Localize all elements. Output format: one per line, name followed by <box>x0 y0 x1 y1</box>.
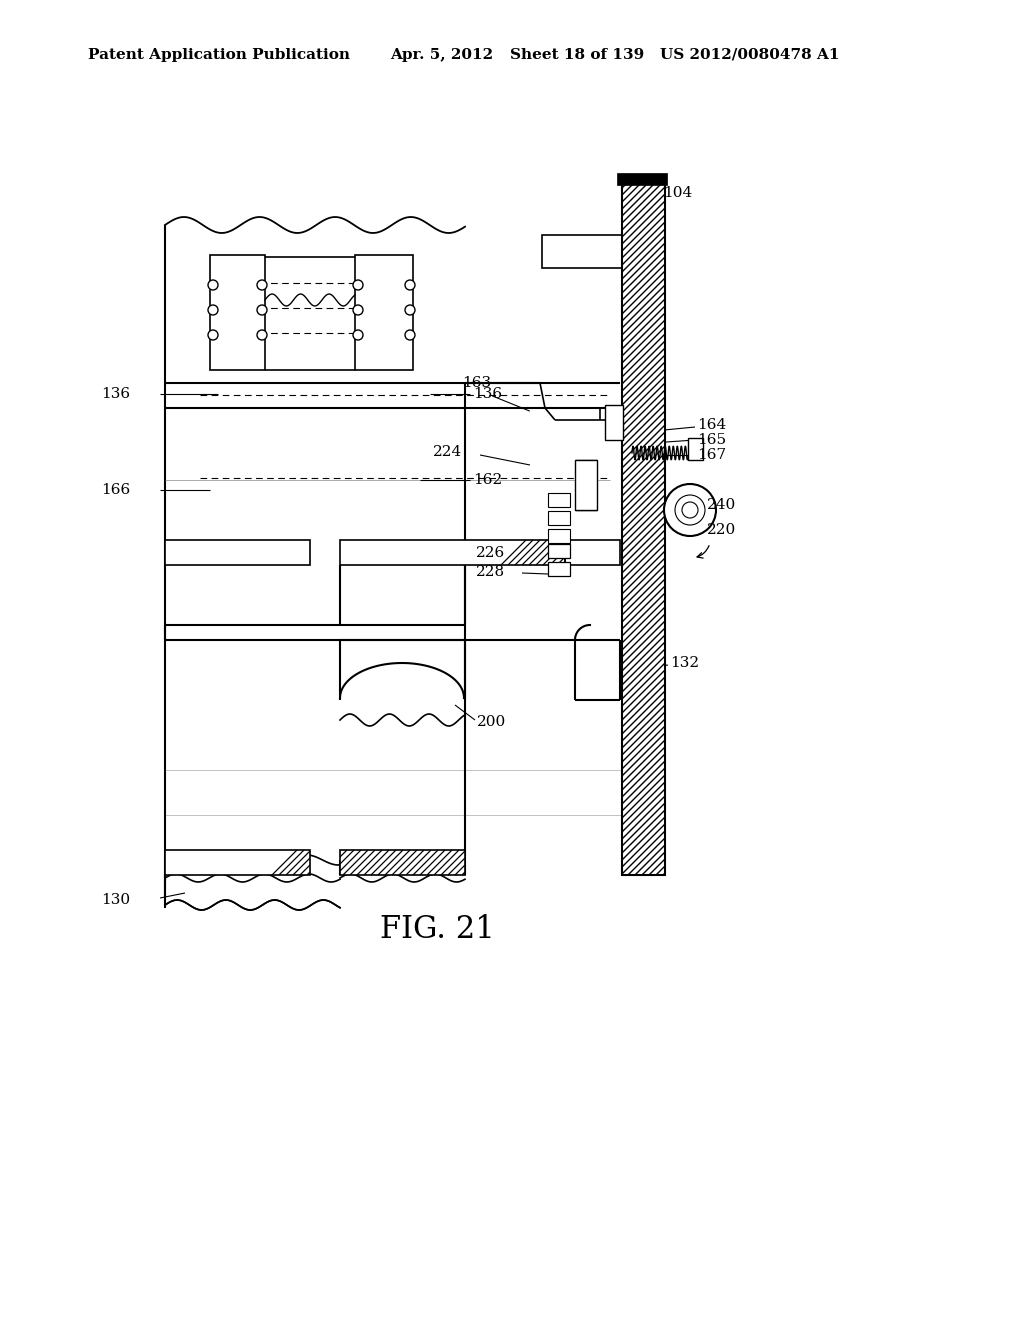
Circle shape <box>406 305 415 315</box>
Text: 226: 226 <box>476 546 505 560</box>
Bar <box>548 544 570 558</box>
Bar <box>688 438 703 459</box>
Circle shape <box>406 280 415 290</box>
Bar <box>210 255 265 370</box>
Text: Apr. 5, 2012: Apr. 5, 2012 <box>390 48 494 62</box>
Bar <box>542 235 622 268</box>
Circle shape <box>208 305 218 315</box>
Text: 167: 167 <box>697 447 726 462</box>
Bar <box>565 540 620 565</box>
Circle shape <box>353 280 362 290</box>
Bar <box>548 492 570 507</box>
Circle shape <box>353 305 362 315</box>
Circle shape <box>208 330 218 341</box>
Text: 164: 164 <box>697 418 726 432</box>
Bar <box>340 850 465 875</box>
Circle shape <box>257 305 267 315</box>
Text: US 2012/0080478 A1: US 2012/0080478 A1 <box>660 48 840 62</box>
Text: Patent Application Publication: Patent Application Publication <box>88 48 350 62</box>
Text: Sheet 18 of 139: Sheet 18 of 139 <box>510 48 644 62</box>
Bar <box>542 235 622 268</box>
Text: 228: 228 <box>476 565 505 579</box>
Text: 132: 132 <box>670 656 699 671</box>
Circle shape <box>406 330 415 341</box>
Text: 200: 200 <box>477 715 506 729</box>
Bar <box>617 173 667 185</box>
Text: 130: 130 <box>101 894 130 907</box>
Bar <box>605 405 623 440</box>
Bar <box>340 540 565 565</box>
Bar <box>165 850 310 875</box>
Text: 224: 224 <box>433 445 462 459</box>
Ellipse shape <box>664 484 716 536</box>
Text: FIG. 21: FIG. 21 <box>380 915 495 945</box>
Bar <box>622 176 665 875</box>
Text: 104: 104 <box>663 186 692 201</box>
Bar <box>622 176 665 875</box>
Bar <box>548 529 570 543</box>
Text: 220: 220 <box>707 523 736 537</box>
Circle shape <box>257 280 267 290</box>
Text: 136: 136 <box>101 387 130 401</box>
Bar <box>340 540 565 565</box>
Text: 136: 136 <box>473 387 502 401</box>
Bar <box>548 562 570 576</box>
Text: 163: 163 <box>462 376 492 389</box>
Bar <box>165 540 310 565</box>
Bar <box>340 850 465 875</box>
Circle shape <box>257 330 267 341</box>
Text: 166: 166 <box>100 483 130 498</box>
Text: 162: 162 <box>473 473 502 487</box>
Text: 165: 165 <box>697 433 726 447</box>
Bar <box>575 459 597 510</box>
Circle shape <box>353 330 362 341</box>
Bar <box>355 255 413 370</box>
Circle shape <box>208 280 218 290</box>
Bar <box>165 540 310 565</box>
Text: 240: 240 <box>707 498 736 512</box>
Bar <box>165 850 310 875</box>
Bar <box>548 511 570 525</box>
Bar <box>565 540 620 565</box>
